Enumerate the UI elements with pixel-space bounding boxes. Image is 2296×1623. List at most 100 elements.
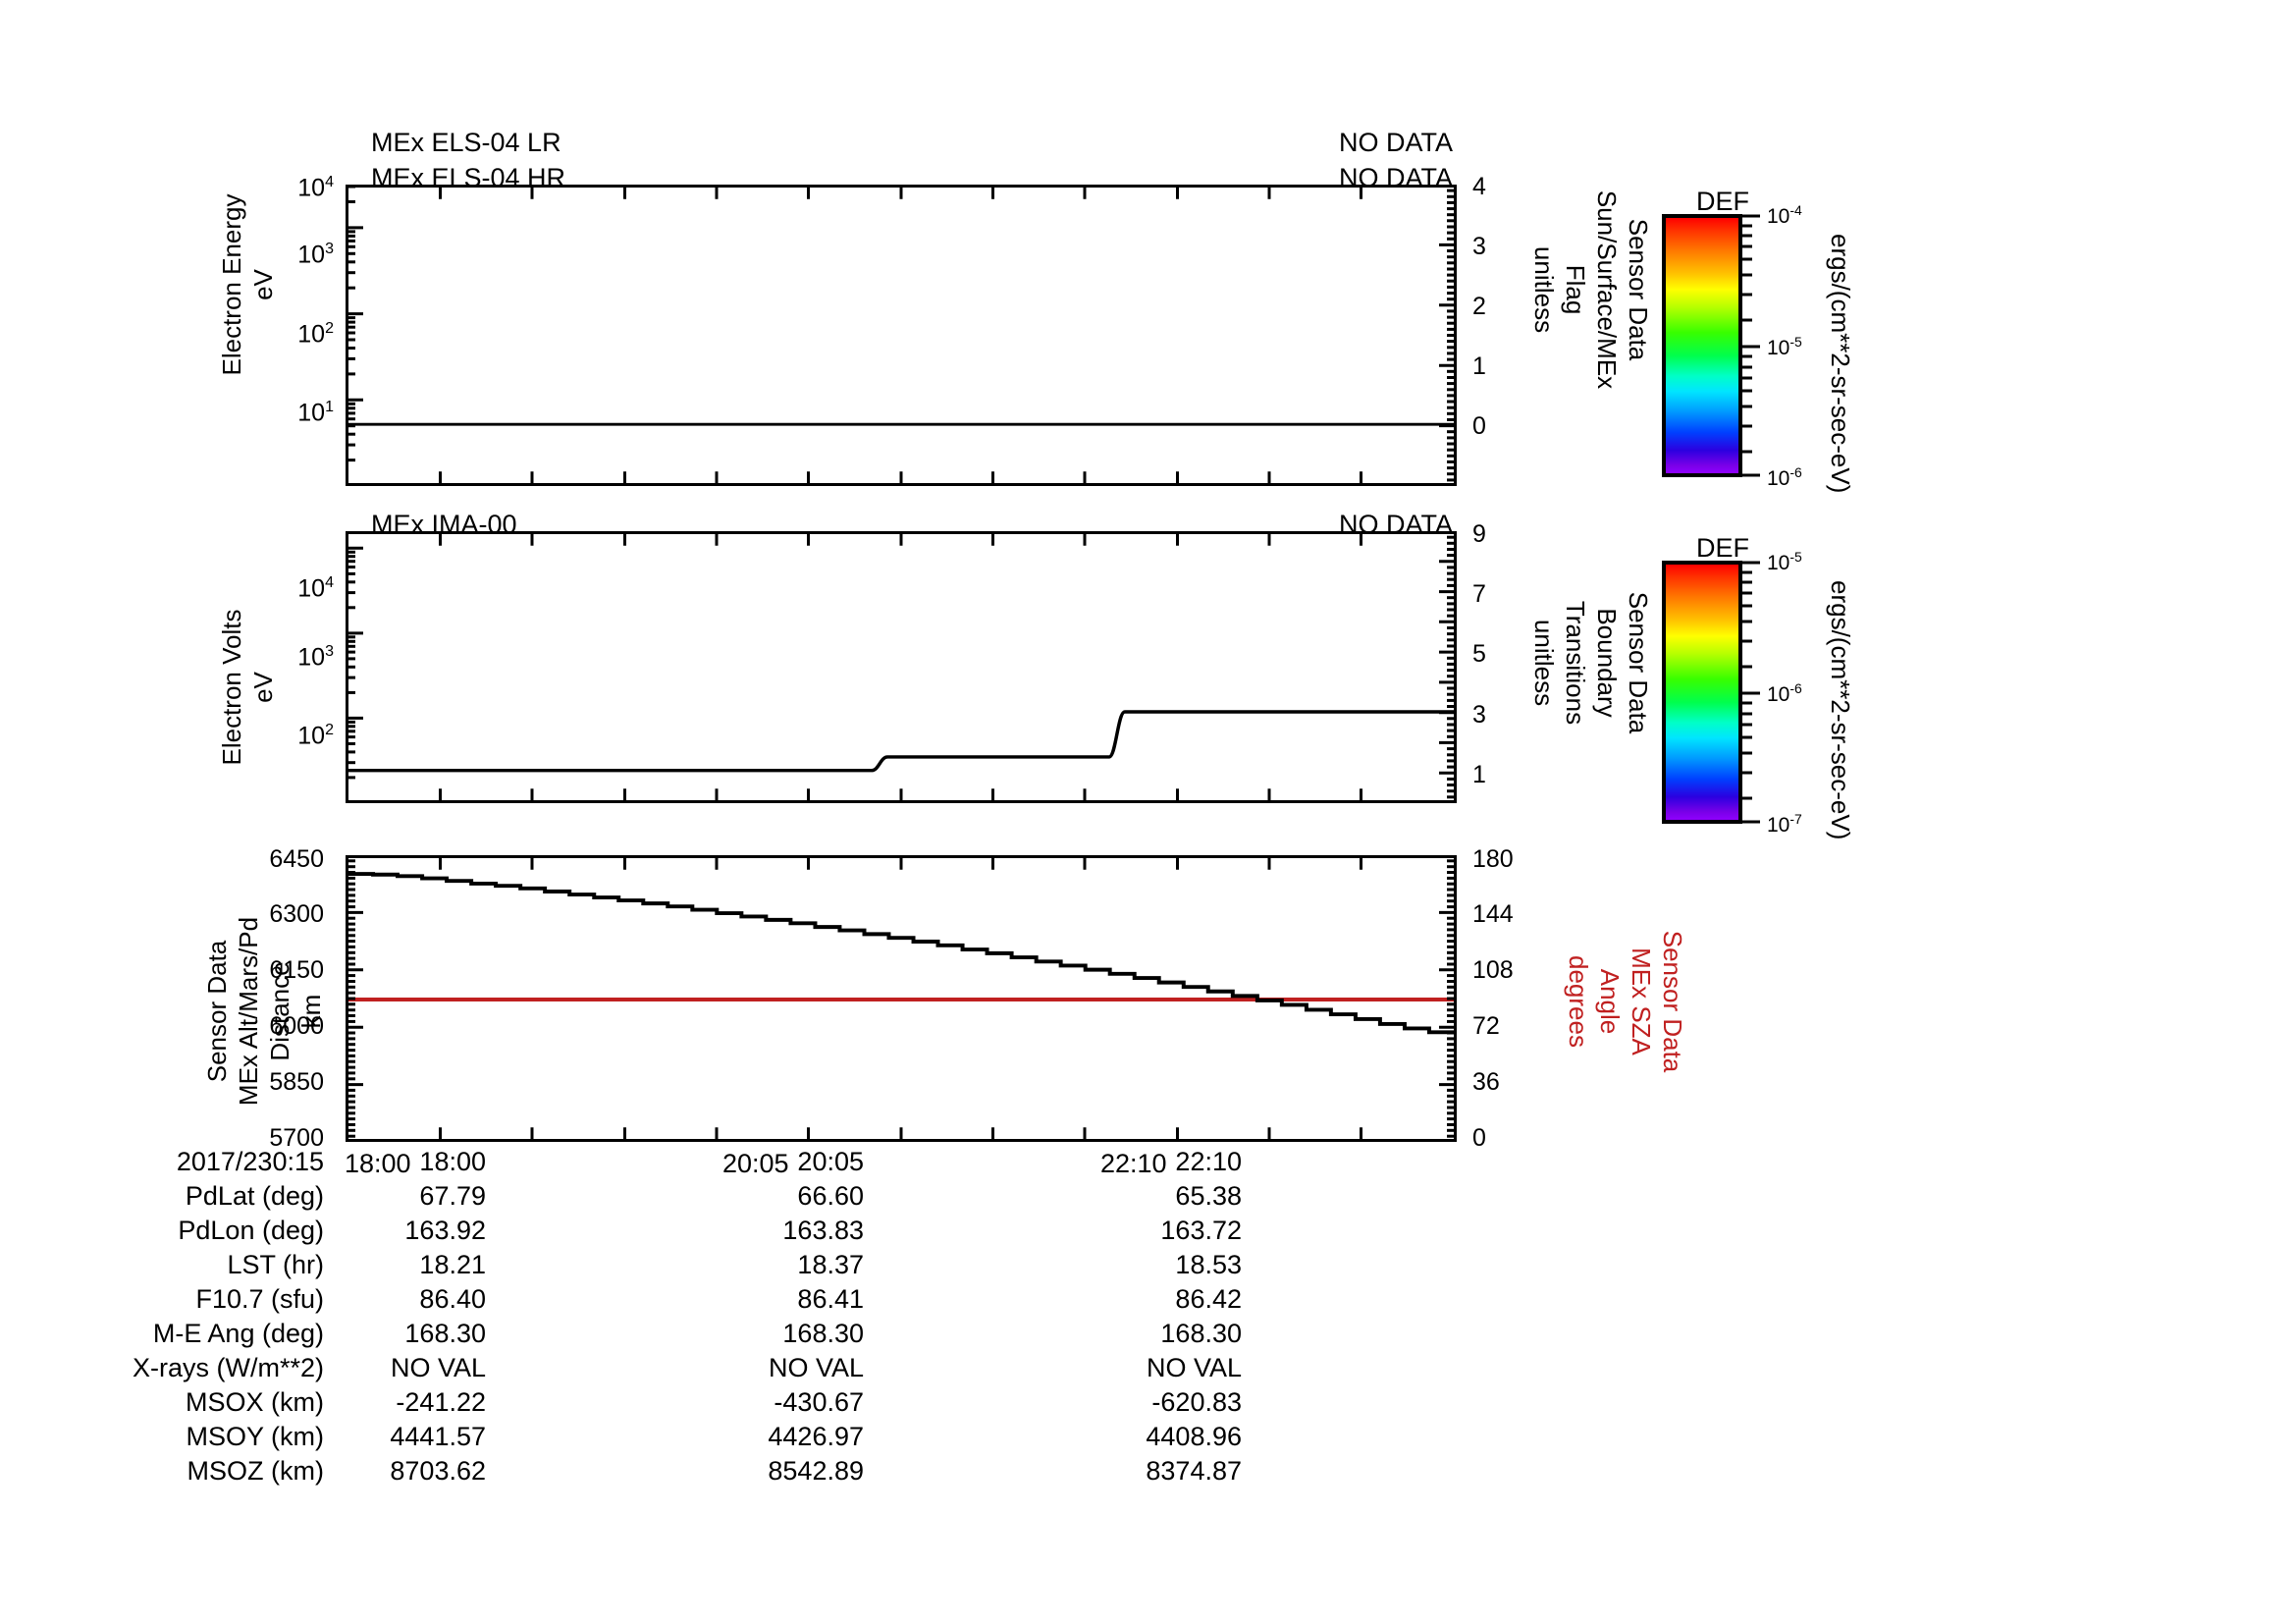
panel1-title-left-lr: MEx ELS-04 LR bbox=[371, 128, 561, 157]
panel1-plot-svg bbox=[348, 188, 1454, 483]
panel3-right-axis-caption: Sensor Data MEx SZA Angle degrees bbox=[1564, 930, 1687, 1073]
panel3-ytick-6000: 6000 bbox=[269, 1012, 324, 1040]
colorbar-ima-tick-top: 10-5 bbox=[1767, 549, 1802, 574]
info-table-row: LST (hr) 18.21 18.37 18.53 bbox=[0, 1250, 1531, 1284]
panel1-ytick-1e4: 104 bbox=[297, 174, 334, 202]
info-table-value: 18.21 bbox=[419, 1250, 486, 1279]
info-table-row: MSOY (km) 4441.57 4426.97 4408.96 bbox=[0, 1422, 1531, 1456]
panel1-rtick-2: 2 bbox=[1472, 293, 1486, 320]
panel2-left-minor-ticks bbox=[346, 546, 363, 803]
panel3-ytick-5700: 5700 bbox=[269, 1124, 324, 1152]
info-table-value: 168.30 bbox=[782, 1319, 864, 1348]
info-table-label: F10.7 (sfu) bbox=[195, 1284, 324, 1314]
panel3-right-minor-ticks bbox=[1439, 855, 1457, 1142]
xaxis-tick-label-2: 22:10 bbox=[1100, 1149, 1167, 1178]
info-table-label: X-rays (W/m**2) bbox=[133, 1353, 324, 1382]
xaxis-tick-label-1: 20:05 bbox=[722, 1149, 789, 1178]
panel3-rtick-0: 0 bbox=[1472, 1124, 1486, 1152]
info-table-label: MSOZ (km) bbox=[187, 1456, 324, 1486]
info-table-label: M-E Ang (deg) bbox=[152, 1319, 324, 1348]
panel3-rtick-36: 36 bbox=[1472, 1068, 1500, 1096]
panel1-rtick-4: 4 bbox=[1472, 173, 1486, 200]
info-table-value: 86.40 bbox=[419, 1284, 486, 1314]
panel3-ytick-5850: 5850 bbox=[269, 1068, 324, 1096]
colorbar-els-ticks bbox=[1742, 214, 1760, 477]
panel3-ytick-6150: 6150 bbox=[269, 956, 324, 984]
panel3-rtick-72: 72 bbox=[1472, 1012, 1500, 1040]
info-table-value: NO VAL bbox=[768, 1353, 864, 1382]
colorbar-ima-box[interactable] bbox=[1662, 561, 1742, 824]
info-table-value: 8542.89 bbox=[768, 1456, 864, 1486]
panel1-ytick-1e3: 103 bbox=[297, 241, 334, 269]
info-table-label: PdLat (deg) bbox=[185, 1181, 324, 1211]
panel3-left-minor-ticks bbox=[346, 855, 363, 1142]
info-table-value: NO VAL bbox=[1146, 1353, 1242, 1382]
panel1-ytick-1e2: 102 bbox=[297, 320, 334, 349]
info-table-value: 86.41 bbox=[797, 1284, 864, 1314]
panel2-rtick-5: 5 bbox=[1472, 640, 1486, 668]
info-table-row: X-rays (W/m**2) NO VAL NO VAL NO VAL bbox=[0, 1353, 1531, 1387]
panel2-rtick-3: 3 bbox=[1472, 701, 1486, 729]
info-table-value: 66.60 bbox=[797, 1181, 864, 1211]
xaxis-tick-label-0: 18:00 bbox=[345, 1149, 411, 1178]
panel2-ytick-1e2: 102 bbox=[297, 722, 334, 750]
panel1-rtick-0: 0 bbox=[1472, 412, 1486, 440]
panel1-title-right-lr: NO DATA bbox=[1338, 128, 1453, 157]
info-table-value: 18:00 bbox=[419, 1147, 486, 1176]
info-table-value: 22:10 bbox=[1175, 1147, 1242, 1176]
info-table-value: 8703.62 bbox=[390, 1456, 486, 1486]
colorbar-ima-tick-bot: 10-7 bbox=[1767, 811, 1802, 837]
panel3-rtick-108: 108 bbox=[1472, 956, 1514, 984]
info-table-label: LST (hr) bbox=[227, 1250, 324, 1279]
panel2-plot-svg bbox=[348, 534, 1454, 800]
info-table-row: M-E Ang (deg) 168.30 168.30 168.30 bbox=[0, 1319, 1531, 1353]
colorbar-ima-title: DEF bbox=[1696, 533, 1749, 563]
panel1-right-minor-ticks bbox=[1439, 185, 1457, 486]
info-table-value: 168.30 bbox=[404, 1319, 486, 1348]
colorbar-els-tick-mid: 10-5 bbox=[1767, 334, 1802, 359]
panel1-rtick-3: 3 bbox=[1472, 233, 1486, 260]
panel3-plot-frame[interactable] bbox=[346, 855, 1457, 1142]
panel1-ytick-1e1: 101 bbox=[297, 399, 334, 427]
panel2-right-axis-caption: Sensor Data Boundary Transitions unitles… bbox=[1529, 591, 1653, 734]
panel1-plot-frame[interactable] bbox=[346, 185, 1457, 486]
info-table: 2017/230:15 18:00 20:05 22:10 PdLat (deg) 67.… bbox=[0, 1147, 1531, 1490]
panel2-ytick-1e4: 104 bbox=[297, 574, 334, 603]
colorbar-ima-units: ergs/(cm**2-sr-sec-eV) bbox=[1826, 580, 1855, 840]
colorbar-els-box[interactable] bbox=[1662, 214, 1742, 477]
colorbar-els-tick-bot: 10-6 bbox=[1767, 464, 1802, 490]
info-table-row: PdLat (deg) 67.79 66.60 65.38 bbox=[0, 1181, 1531, 1216]
panel2-left-axis-caption: Electron Volts eV bbox=[217, 609, 278, 766]
panel2-plot-frame[interactable] bbox=[346, 531, 1457, 803]
info-table-value: 65.38 bbox=[1175, 1181, 1242, 1211]
panel3-ytick-6450: 6450 bbox=[269, 845, 324, 873]
info-table-value: 4408.96 bbox=[1146, 1422, 1242, 1451]
info-table-value: 4441.57 bbox=[390, 1422, 486, 1451]
panel1-rtick-1: 1 bbox=[1472, 352, 1486, 380]
info-table-value: -620.83 bbox=[1151, 1387, 1242, 1417]
info-table-label: PdLon (deg) bbox=[178, 1216, 324, 1245]
panel3-altitude-line bbox=[348, 872, 1454, 1035]
colorbar-ima-tick-mid: 10-6 bbox=[1767, 680, 1802, 706]
info-table-row: MSOX (km) -241.22 -430.67 -620.83 bbox=[0, 1387, 1531, 1422]
panel3-rtick-180: 180 bbox=[1472, 845, 1514, 873]
info-table-row: PdLon (deg) 163.92 163.83 163.72 bbox=[0, 1216, 1531, 1250]
panel2-rtick-7: 7 bbox=[1472, 580, 1486, 608]
colorbar-els-title: DEF bbox=[1696, 187, 1749, 216]
panel3-plot-svg bbox=[348, 858, 1454, 1139]
panel1-right-axis-caption: Sensor Data Sun/Surface/MEx Flag unitles… bbox=[1529, 189, 1653, 390]
panel2-right-minor-ticks bbox=[1439, 531, 1457, 803]
colorbar-els-gradient bbox=[1666, 218, 1738, 473]
panel2-boundary-transitions-line bbox=[348, 710, 1454, 773]
info-table-value: 163.83 bbox=[782, 1216, 864, 1245]
info-table-value: 18.37 bbox=[797, 1250, 864, 1279]
info-table-value: -430.67 bbox=[774, 1387, 864, 1417]
panel3-rtick-144: 144 bbox=[1472, 900, 1514, 928]
panel2-rtick-9: 9 bbox=[1472, 520, 1486, 548]
info-table-value: 18.53 bbox=[1175, 1250, 1242, 1279]
info-table-value: 163.72 bbox=[1160, 1216, 1242, 1245]
info-table-value: 20:05 bbox=[797, 1147, 864, 1176]
colorbar-ima-gradient bbox=[1666, 565, 1738, 820]
info-table-value: -241.22 bbox=[396, 1387, 486, 1417]
